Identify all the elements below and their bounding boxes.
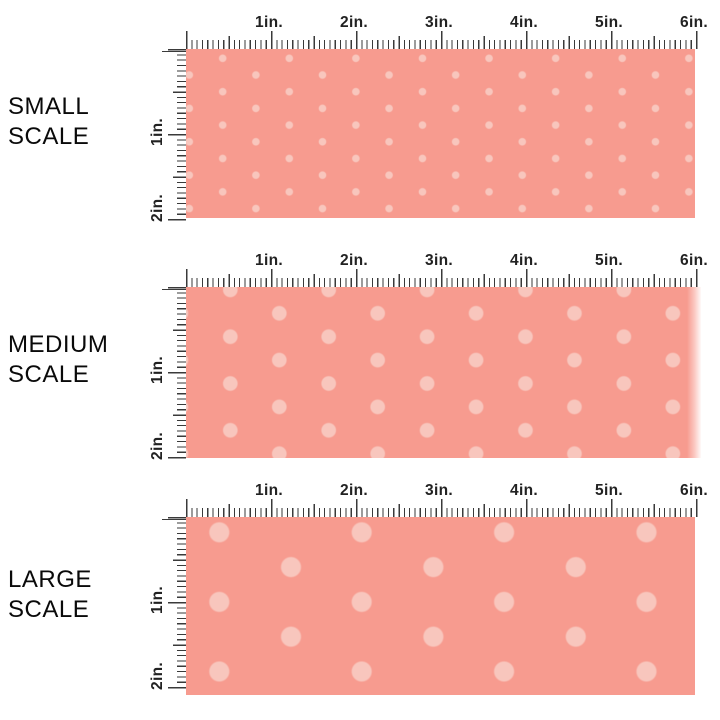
ruler-top-label-5in: 5in. bbox=[595, 252, 623, 269]
ruler-top-label-3in: 3in. bbox=[425, 482, 453, 499]
scale-label-line: LARGE bbox=[8, 566, 92, 593]
ruler-left-inch-ticks bbox=[168, 287, 186, 459]
ruler-top-label-2in: 2in. bbox=[340, 252, 368, 269]
scale-label-line: SCALE bbox=[8, 596, 90, 623]
ruler-left-inch-ticks bbox=[168, 49, 186, 221]
ruler-top-inch-ticks bbox=[186, 269, 698, 287]
ruler-top bbox=[186, 499, 698, 517]
scale-label-large: LARGE SCALE bbox=[8, 565, 92, 625]
fabric-right-edge-fade bbox=[687, 287, 701, 458]
ruler-left bbox=[162, 517, 186, 689]
fabric-swatch-small bbox=[186, 49, 695, 218]
scale-label-small: SMALL SCALE bbox=[8, 92, 89, 152]
ruler-left-zero-tick bbox=[162, 288, 186, 291]
ruler-left bbox=[162, 287, 186, 459]
ruler-left-inch-ticks bbox=[168, 517, 186, 689]
scale-label-medium: MEDIUM SCALE bbox=[8, 330, 108, 390]
ruler-top-label-4in: 4in. bbox=[510, 252, 538, 269]
ruler-top-label-2in: 2in. bbox=[340, 14, 368, 31]
scale-label-line: SCALE bbox=[8, 123, 90, 150]
ruler-left-zero-tick bbox=[162, 50, 186, 53]
ruler-top bbox=[186, 269, 698, 287]
ruler-top-label-6in: 6in. bbox=[680, 482, 708, 499]
scale-label-line: MEDIUM bbox=[8, 331, 109, 358]
ruler-top-label-6in: 6in. bbox=[680, 14, 708, 31]
fabric-swatch-medium bbox=[186, 287, 701, 458]
ruler-top-inch-ticks bbox=[186, 499, 698, 517]
ruler-top-label-3in: 3in. bbox=[425, 252, 453, 269]
ruler-top-label-4in: 4in. bbox=[510, 14, 538, 31]
ruler-top-label-5in: 5in. bbox=[595, 482, 623, 499]
ruler-left bbox=[162, 49, 186, 221]
ruler-left-zero-tick bbox=[162, 518, 186, 521]
ruler-top-label-1in: 1in. bbox=[255, 482, 283, 499]
ruler-top-label-6in: 6in. bbox=[680, 252, 708, 269]
ruler-top-label-1in: 1in. bbox=[255, 252, 283, 269]
ruler-top bbox=[186, 31, 698, 49]
ruler-top-label-5in: 5in. bbox=[595, 14, 623, 31]
ruler-top-label-4in: 4in. bbox=[510, 482, 538, 499]
ruler-top-label-2in: 2in. bbox=[340, 482, 368, 499]
scale-label-line: SMALL bbox=[8, 93, 90, 120]
ruler-left-label-2in: 2in. bbox=[149, 662, 166, 690]
ruler-top-label-3in: 3in. bbox=[425, 14, 453, 31]
ruler-left-label-1in: 1in. bbox=[149, 586, 166, 614]
fabric-swatch-large bbox=[186, 517, 695, 695]
ruler-top-label-1in: 1in. bbox=[255, 14, 283, 31]
scale-label-line: SCALE bbox=[8, 361, 90, 388]
ruler-top-inch-ticks bbox=[186, 31, 698, 49]
